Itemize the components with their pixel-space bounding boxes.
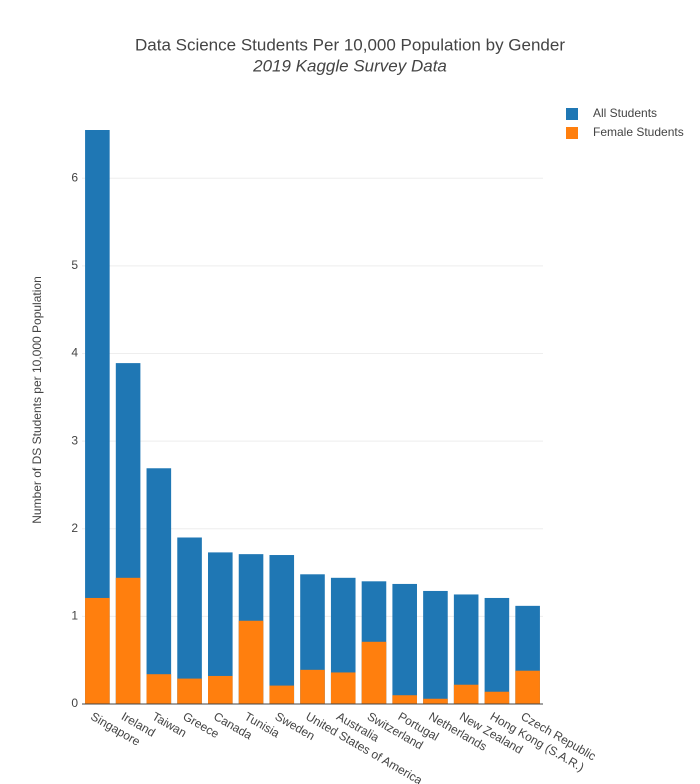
bar [330,672,356,704]
y-tick-label: 6 [71,170,78,184]
bar [208,675,233,704]
y-axis-label: Number of DS Students per 10,000 Populat… [30,276,44,524]
bar [146,468,172,704]
y-tick-label: 0 [71,696,78,710]
bar [177,537,202,704]
legend-swatch [566,108,578,120]
bar [392,695,417,704]
bar [423,698,448,704]
y-tick-label: 4 [71,346,78,360]
chart-title: Data Science Students Per 10,000 Populat… [135,35,565,54]
bar [300,669,325,704]
bar [515,670,540,704]
bar [238,620,264,704]
bar [392,583,417,704]
bar [269,685,295,704]
bar [484,597,510,704]
legend-label: All Students [593,106,657,120]
chart-subtitle: 2019 Kaggle Survey Data [252,56,447,75]
bar [146,674,172,704]
bar [115,577,141,704]
y-tick-label: 1 [71,609,78,623]
bar [85,597,110,704]
y-tick-label: 3 [71,433,78,447]
y-tick-label: 5 [71,258,78,272]
bar [453,684,479,704]
bar [361,641,387,704]
bar [177,678,202,704]
bar [269,555,295,704]
x-tick-label: Taiwan [150,709,189,740]
y-tick-label: 2 [71,521,78,535]
legend-label: Female Students [593,125,684,139]
legend-swatch [566,127,578,139]
bar [423,590,448,704]
bar [484,691,510,704]
